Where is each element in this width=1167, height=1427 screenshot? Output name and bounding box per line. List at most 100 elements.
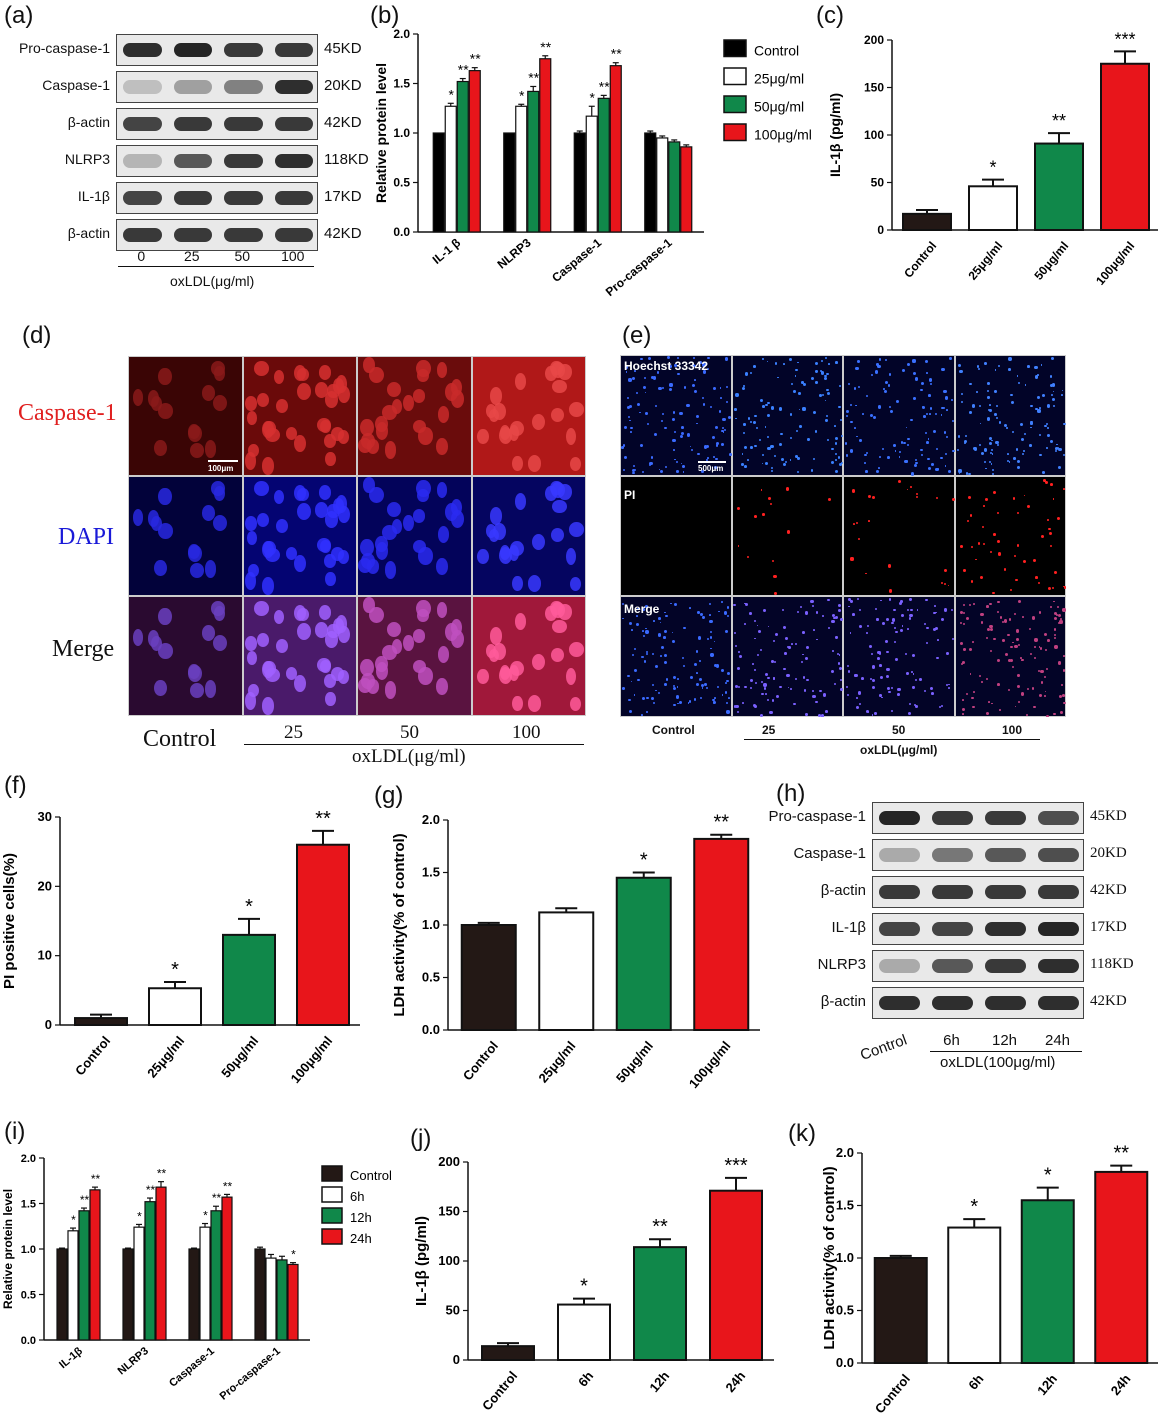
cell-nucleus — [527, 695, 541, 712]
cell-dot — [1057, 466, 1061, 470]
lane-label: 24h — [1044, 1032, 1071, 1049]
blot-band — [932, 922, 973, 936]
cell-dot — [965, 617, 969, 621]
cell-dot — [797, 471, 800, 474]
cell-dot — [960, 642, 964, 646]
cell-dot — [971, 546, 974, 549]
cell-nucleus — [450, 498, 462, 516]
cell-dot — [903, 441, 906, 445]
cell-dot — [767, 497, 771, 501]
y-tick-label: 0.0 — [393, 225, 410, 239]
blot-band — [123, 228, 162, 242]
cell-dot — [1063, 701, 1066, 705]
cell-dot — [986, 605, 989, 608]
cell-dot — [905, 672, 909, 676]
cell-dot — [963, 442, 966, 445]
cell-dot — [676, 686, 679, 689]
cell-dot — [693, 698, 697, 701]
cell-dot — [699, 659, 702, 662]
cell-dot — [976, 391, 978, 394]
cell-dot — [941, 406, 944, 409]
cell-dot — [775, 694, 779, 698]
cell-dot — [635, 392, 639, 395]
blot-band — [932, 959, 973, 973]
x-category-label: Control — [479, 1368, 520, 1413]
cell-nucleus — [337, 670, 349, 685]
y-tick-label: 200 — [864, 33, 884, 47]
cell-dot — [839, 385, 842, 388]
cell-dot — [702, 370, 707, 374]
cell-dot — [875, 469, 880, 474]
cell-dot — [762, 513, 765, 516]
cell-dot — [849, 632, 852, 634]
cell-dot — [721, 426, 724, 430]
cell-nucleus — [245, 636, 257, 652]
cell-dot — [1060, 618, 1063, 621]
cell-dot — [671, 631, 674, 634]
cell-nucleus — [256, 513, 269, 527]
cell-dot — [960, 544, 964, 548]
cell-dot — [1020, 423, 1024, 427]
cell-nucleus — [387, 622, 402, 638]
y-tick-label: 2.0 — [422, 812, 440, 827]
cell-nucleus — [274, 370, 285, 385]
blot-strip — [116, 145, 318, 177]
cell-dot — [1029, 444, 1032, 447]
cell-dot — [709, 614, 711, 616]
blot-kd-label: 20KD — [324, 77, 362, 94]
cell-dot — [993, 637, 996, 641]
cell-dot — [1017, 684, 1021, 688]
cell-dot — [933, 611, 936, 615]
cell-dot — [650, 456, 654, 459]
cell-dot — [673, 602, 678, 607]
cell-dot — [1016, 511, 1020, 515]
significance-marker: ** — [157, 1167, 167, 1181]
cell-dot — [754, 637, 757, 640]
cell-dot — [654, 404, 658, 408]
row-label-caspase-1: Caspase-1 — [18, 400, 117, 426]
bar-control — [481, 1345, 535, 1361]
bar-25-g-ml-pro-caspase-1 — [656, 137, 669, 233]
cell-dot — [640, 357, 643, 361]
cell-dot — [991, 468, 995, 472]
cell-nucleus — [489, 627, 503, 646]
cell-dot — [771, 699, 774, 702]
significance-marker: * — [291, 1248, 296, 1262]
cell-dot — [962, 707, 966, 711]
cell-dot — [825, 414, 829, 418]
cell-dot — [943, 390, 947, 394]
cell-dot — [985, 498, 989, 502]
cell-nucleus — [327, 383, 340, 399]
cell-dot — [710, 653, 714, 657]
blot-strip — [116, 34, 318, 66]
y-tick-label: 1.5 — [21, 1199, 36, 1211]
cell-dot — [1010, 393, 1013, 397]
y-axis-label: IL-1β (pg/ml) — [827, 93, 843, 177]
cell-dot — [899, 628, 903, 632]
cell-dot — [879, 664, 882, 667]
cell-dot — [816, 611, 819, 614]
cell-dot — [810, 599, 814, 603]
fluorescence-tile — [620, 596, 732, 717]
blot-row-label: Caspase-1 — [793, 845, 866, 862]
scale-bar — [698, 461, 726, 463]
cell-dot — [983, 543, 986, 545]
cell-dot — [926, 626, 929, 630]
cell-dot — [1034, 576, 1038, 579]
bar-100-g-ml-il-1 — [468, 70, 481, 233]
cell-dot — [820, 714, 824, 717]
cell-dot — [765, 403, 768, 407]
cell-dot — [1042, 479, 1046, 483]
cell-dot — [780, 458, 784, 462]
cell-dot — [760, 714, 764, 717]
cell-dot — [789, 459, 792, 462]
cell-dot — [767, 625, 770, 628]
cell-dot — [821, 371, 825, 375]
x-category-label: 50μg/ml — [613, 1038, 656, 1085]
cell-dot — [705, 444, 710, 449]
cell-dot — [701, 683, 705, 688]
cell-nucleus — [254, 481, 269, 496]
cell-dot — [622, 617, 624, 620]
significance-marker: ** — [80, 1193, 90, 1207]
